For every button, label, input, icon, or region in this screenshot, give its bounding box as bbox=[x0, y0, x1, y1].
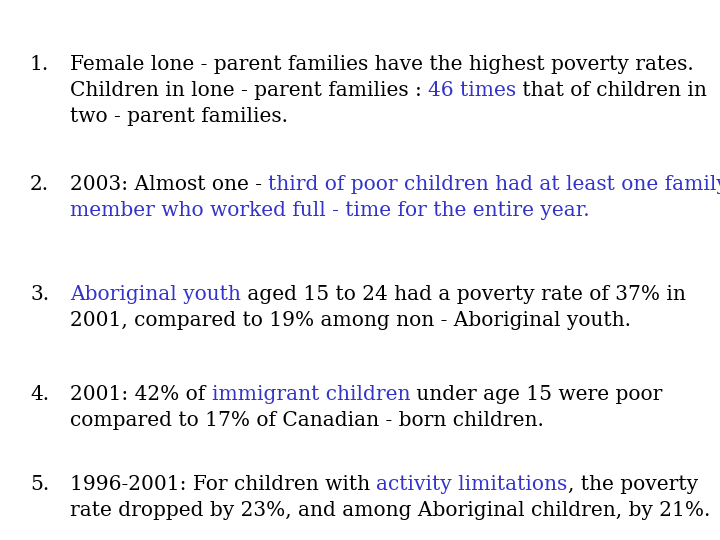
Text: 3.: 3. bbox=[30, 285, 49, 304]
Text: Children in lone - parent families :: Children in lone - parent families : bbox=[70, 81, 428, 100]
Text: , the poverty: , the poverty bbox=[568, 475, 698, 494]
Text: 2001: 42% of: 2001: 42% of bbox=[70, 385, 212, 404]
Text: 2001, compared to 19% among non - Aboriginal youth.: 2001, compared to 19% among non - Aborig… bbox=[70, 311, 631, 330]
Text: member who worked full - time for the entire year.: member who worked full - time for the en… bbox=[70, 201, 590, 220]
Text: that of children in: that of children in bbox=[516, 81, 707, 100]
Text: two - parent families.: two - parent families. bbox=[70, 107, 288, 126]
Text: rate dropped by 23%, and among Aboriginal children, by 21%.: rate dropped by 23%, and among Aborigina… bbox=[70, 501, 711, 520]
Text: 2003: Almost one -: 2003: Almost one - bbox=[70, 175, 269, 194]
Text: 1.: 1. bbox=[30, 55, 49, 74]
Text: 4.: 4. bbox=[30, 385, 49, 404]
Text: Female lone - parent families have the highest poverty rates.: Female lone - parent families have the h… bbox=[70, 55, 694, 74]
Text: activity limitations: activity limitations bbox=[377, 475, 568, 494]
Text: aged 15 to 24 had a poverty rate of 37% in: aged 15 to 24 had a poverty rate of 37% … bbox=[241, 285, 685, 304]
Text: immigrant children: immigrant children bbox=[212, 385, 410, 404]
Text: Aboriginal youth: Aboriginal youth bbox=[70, 285, 241, 304]
Text: 5.: 5. bbox=[30, 475, 49, 494]
Text: compared to 17% of Canadian - born children.: compared to 17% of Canadian - born child… bbox=[70, 411, 544, 430]
Text: third of poor children had at least one family: third of poor children had at least one … bbox=[269, 175, 720, 194]
Text: 46 times: 46 times bbox=[428, 81, 516, 100]
Text: 1996-2001: For children with: 1996-2001: For children with bbox=[70, 475, 377, 494]
Text: under age 15 were poor: under age 15 were poor bbox=[410, 385, 662, 404]
Text: 2.: 2. bbox=[30, 175, 49, 194]
